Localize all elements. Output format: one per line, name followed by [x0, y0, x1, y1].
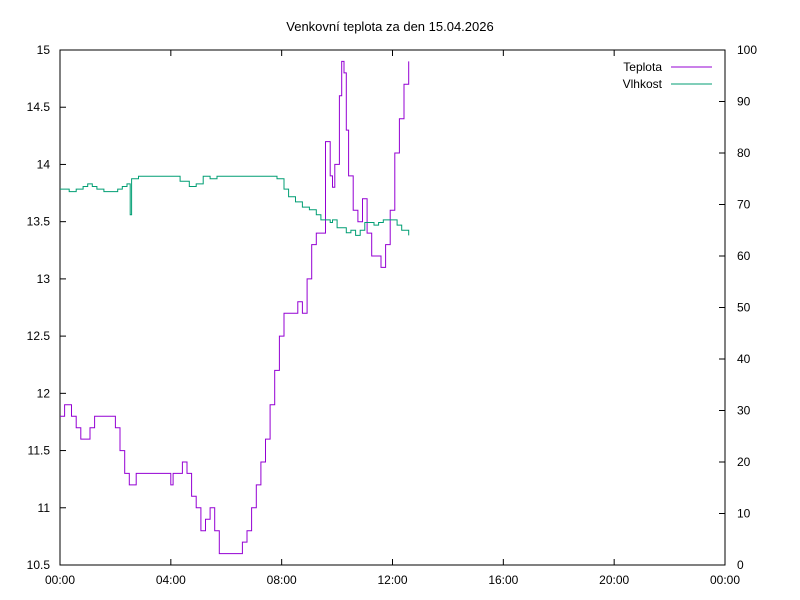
y-tick-label: 15: [37, 43, 51, 57]
y2-tick-label: 30: [737, 404, 751, 418]
x-tick-label: 04:00: [156, 573, 186, 587]
y-tick-label: 14.5: [27, 100, 51, 114]
y2-tick-label: 60: [737, 249, 751, 263]
y-tick-label: 14: [37, 157, 51, 171]
y-tick-label: 12.5: [27, 329, 51, 343]
ticks-layer: 00:00 04:00 08:00 12:00 16:00 20:00 00:0010.51…: [27, 43, 758, 587]
x-tick-label: 20:00: [599, 573, 629, 587]
series-layer: [60, 60, 410, 555]
x-tick-label: 12:00: [377, 573, 407, 587]
plot-frame: [59, 49, 726, 566]
y2-tick-label: 40: [737, 352, 751, 366]
series-line-vlhkost: [60, 175, 410, 236]
y-tick-label: 11: [38, 501, 51, 515]
series-line-teplota: [60, 60, 410, 555]
x-tick-label: 08:00: [267, 573, 297, 587]
y2-tick-label: 0: [737, 558, 744, 572]
y2-tick-label: 70: [737, 198, 751, 212]
y-tick-label: 10.5: [27, 558, 51, 572]
legend: Teplota Vlhkost: [623, 60, 712, 91]
y2-tick-label: 50: [737, 301, 751, 315]
x-tick-label: 00:00: [710, 573, 740, 587]
y2-tick-label: 100: [737, 43, 757, 57]
x-tick-label: 00:00: [45, 573, 75, 587]
y-tick-label: 13: [37, 272, 51, 286]
y2-tick-label: 20: [737, 455, 751, 469]
y-tick-label: 11.5: [28, 444, 51, 458]
y-tick-label: 13.5: [27, 215, 51, 229]
legend-label: Teplota: [623, 60, 662, 74]
x-tick-label: 16:00: [488, 573, 518, 587]
legend-label: Vlhkost: [623, 77, 663, 91]
y-tick-label: 12: [37, 386, 51, 400]
y2-tick-label: 80: [737, 146, 751, 160]
y2-tick-label: 10: [737, 507, 751, 521]
chart-title: Venkovní teplota za den 15.04.2026: [286, 19, 493, 34]
y2-tick-label: 90: [737, 95, 751, 109]
